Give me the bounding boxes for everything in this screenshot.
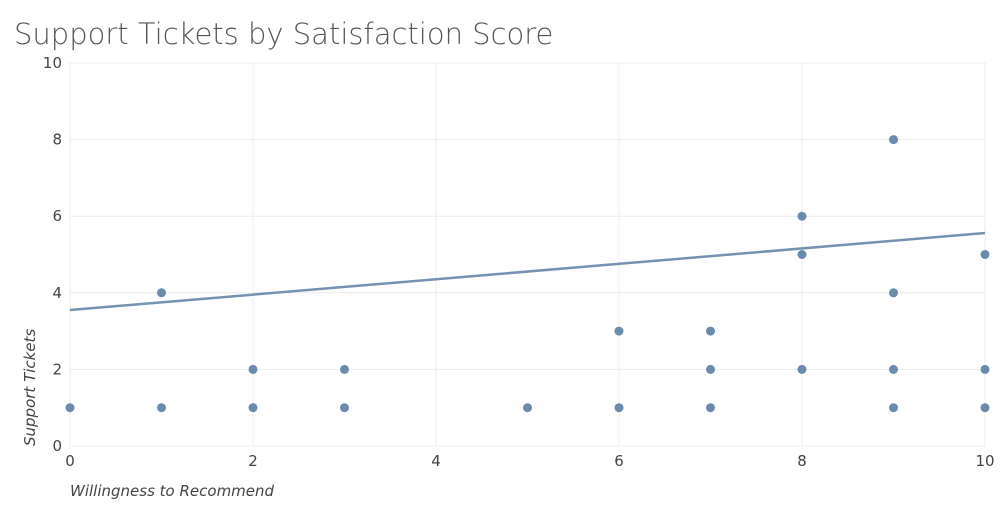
y-tick-label: 10 xyxy=(43,54,62,72)
point xyxy=(248,364,258,374)
point xyxy=(889,364,898,374)
y-tick-label: 8 xyxy=(52,131,62,149)
point xyxy=(889,403,898,413)
chart-title: Support Tickets by Satisfaction Score xyxy=(14,17,553,51)
point xyxy=(523,403,532,413)
point xyxy=(706,403,715,413)
y-tick-label: 2 xyxy=(52,360,62,378)
point xyxy=(889,135,898,145)
point xyxy=(980,403,990,413)
x-axis-label: Willingness to Recommend xyxy=(70,482,275,500)
point xyxy=(248,403,258,413)
point xyxy=(614,326,624,336)
y-tick-label: 0 xyxy=(52,437,62,455)
x-tick-label: 10 xyxy=(975,452,994,470)
point xyxy=(797,364,807,374)
point xyxy=(706,326,715,336)
x-tick-label: 8 xyxy=(797,452,807,470)
point xyxy=(340,364,349,374)
trend-line xyxy=(69,231,986,312)
point xyxy=(65,403,75,413)
y-axis-label: Support Tickets xyxy=(21,329,39,446)
point xyxy=(980,364,990,374)
y-tick-label: 6 xyxy=(52,207,62,225)
y-tick-label: 4 xyxy=(52,284,62,302)
point xyxy=(614,403,624,413)
point xyxy=(340,403,349,413)
point xyxy=(797,250,807,259)
point xyxy=(797,211,807,221)
point xyxy=(889,288,898,298)
x-tick-label: 0 xyxy=(65,452,75,470)
point xyxy=(157,403,166,413)
point xyxy=(706,364,715,374)
point xyxy=(157,288,166,298)
x-tick-label: 2 xyxy=(248,452,258,470)
x-tick-label: 6 xyxy=(614,452,624,470)
x-tick-label: 4 xyxy=(431,452,441,470)
point xyxy=(980,250,990,259)
